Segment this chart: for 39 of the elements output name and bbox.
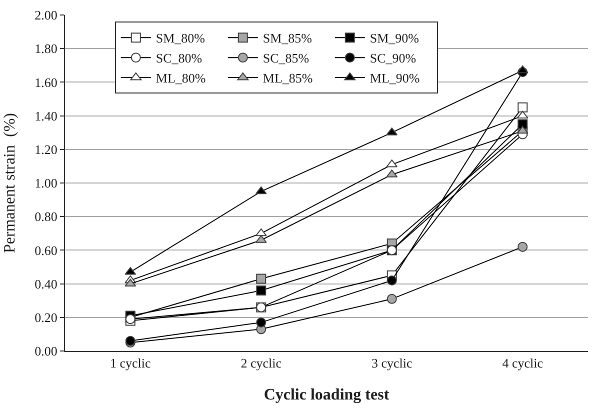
point xyxy=(256,286,266,296)
y-tick-label: 2.00 xyxy=(34,8,58,23)
point xyxy=(386,294,397,304)
y-tick-label: 1.20 xyxy=(34,142,58,157)
legend-label: SC_80% xyxy=(156,50,202,66)
point xyxy=(124,278,136,287)
point xyxy=(518,119,528,130)
y-tick-label: 0.40 xyxy=(34,276,58,292)
legend-label: ML_90% xyxy=(370,70,420,86)
legend-label: SC_85% xyxy=(262,50,310,66)
y-tick-label: 0.60 xyxy=(34,242,58,258)
point xyxy=(386,275,397,286)
legend-label: SM_85% xyxy=(262,30,312,46)
legend-label: ML_85% xyxy=(262,70,313,86)
y-tick-label: 0.00 xyxy=(34,344,58,359)
legend-label: SC_90% xyxy=(370,50,416,66)
legend-label: ML_80% xyxy=(156,70,206,86)
point xyxy=(516,110,528,119)
point xyxy=(255,228,267,236)
y-axis-title: Permanent strain (%) xyxy=(2,113,19,253)
y-tick-label: 0.20 xyxy=(34,310,58,325)
y-tick-label: 1.40 xyxy=(34,108,58,124)
point xyxy=(256,274,266,284)
y-tick-label: 1.80 xyxy=(34,41,58,56)
point xyxy=(255,186,267,194)
y-tick-label: 1.00 xyxy=(34,176,58,191)
point xyxy=(518,242,528,252)
point xyxy=(256,317,266,328)
y-tick-label: 0.80 xyxy=(34,209,58,224)
x-axis-title: Cyclic loading test xyxy=(264,386,390,404)
legend-label: SM_80% xyxy=(156,30,206,46)
x-tick-label: 4 cyclic xyxy=(502,356,544,371)
x-tick-label: 1 cyclic xyxy=(110,356,151,371)
x-tick-label: 2 cyclic xyxy=(240,356,282,371)
legend-label: SM_90% xyxy=(370,30,420,46)
x-tick-label: 3 cyclic xyxy=(371,356,412,371)
point xyxy=(518,102,528,112)
y-tick-label: 1.60 xyxy=(34,74,58,90)
point xyxy=(516,65,528,74)
